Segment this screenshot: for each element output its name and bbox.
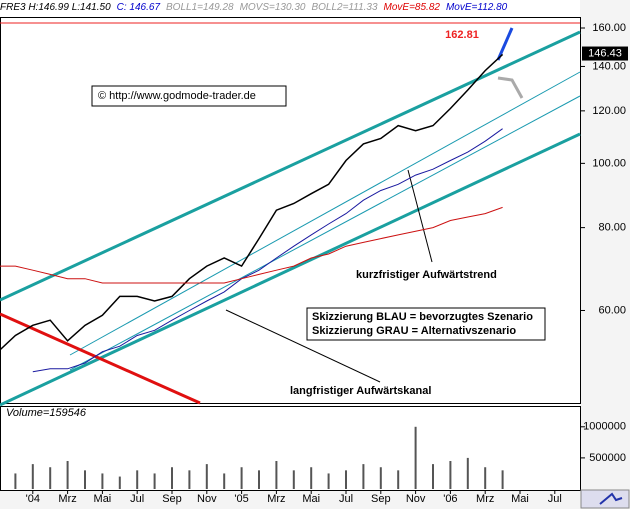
volume-bar (379, 467, 382, 489)
volume-bar (466, 457, 469, 489)
x-tick-label: Jul (130, 493, 144, 505)
volume-bar (345, 470, 347, 489)
volume-bar (101, 473, 104, 489)
last-price-label: 146.43 (588, 47, 622, 59)
annotation: kurzfristiger Aufwärtstrend (356, 269, 497, 281)
x-tick-label: Mrz (476, 493, 494, 505)
volume-bar (223, 473, 226, 489)
x-tick-label: Sep (162, 493, 182, 505)
x-tick-label: Nov (197, 493, 217, 505)
price-line (0, 206, 503, 284)
volume-bar (14, 473, 17, 489)
y-tick-label: 160.00 (592, 22, 626, 34)
channel-lines (0, 27, 581, 407)
x-tick-label: '05 (234, 493, 248, 505)
price-line (32, 128, 503, 373)
annotation: Skizzierung BLAU = bevorzugtes Szenario (312, 311, 533, 323)
volume-bar (432, 464, 434, 489)
x-tick-label: '06 (443, 493, 457, 505)
volume-bar (49, 467, 52, 489)
volume-bar (292, 470, 295, 489)
x-tick-label: Mrz (267, 493, 285, 505)
annotation: langfristiger Aufwärtskanal (290, 385, 431, 397)
header: FRE3 H:146.99 L:141.50 C: 146.67 BOLL1=149… (0, 0, 580, 16)
y-tick-label: 100.00 (592, 157, 626, 169)
y-tick-label: 500000 (589, 452, 626, 464)
x-tick-label: Sep (371, 493, 391, 505)
reference-label: 162.81 (445, 29, 479, 41)
y-tick-label: 120.00 (592, 105, 626, 117)
header-item: MovE=112.80 (445, 2, 508, 13)
volume-bar (501, 470, 504, 489)
header-item: MovE=85.82 (383, 2, 440, 13)
volume-bar (258, 470, 260, 489)
volume-bar (240, 467, 243, 489)
volume-bar (484, 467, 487, 489)
header-item: MOVS=130.30 (239, 2, 306, 13)
volume-bar (136, 470, 139, 489)
x-tick-label: Mai (94, 493, 112, 505)
volume-bar (84, 470, 86, 489)
volume-bar (449, 461, 452, 489)
volume-bar (66, 461, 69, 489)
volume-bar (205, 464, 208, 489)
volume-bar (275, 461, 278, 489)
x-tick-label: Nov (406, 493, 426, 505)
header-item: BOLL1=149.28 (166, 2, 234, 13)
price-line (0, 53, 504, 351)
x-tick-label: Jul (339, 493, 353, 505)
legend-box (306, 307, 546, 341)
volume-bar (188, 470, 191, 489)
x-tick-label: Mai (511, 493, 529, 505)
x-tick-label: Jul (548, 493, 562, 505)
volume-bar (414, 426, 417, 489)
copyright-box (91, 85, 287, 107)
volume-bar (310, 467, 313, 489)
volume-bar (153, 473, 156, 489)
volume-bar (362, 464, 365, 489)
x-tick-label: Mrz (58, 493, 76, 505)
volume-title: Volume=159546 (6, 407, 87, 419)
header-item: FRE3 H:146.99 L:141.50 (0, 2, 111, 13)
x-tick-label: '04 (26, 493, 40, 505)
y-tick-label: 1000000 (583, 421, 626, 433)
annotation: © http://www.godmode-trader.de (98, 90, 256, 102)
volume-bar (118, 476, 121, 489)
volume-bar (171, 467, 173, 489)
y-tick-label: 60.00 (598, 304, 626, 316)
x-tick-label: Mai (302, 493, 320, 505)
annotation: Skizzierung GRAU = Alternativszenario (312, 325, 516, 337)
volume-bar (397, 470, 400, 489)
y-tick-label: 80.00 (598, 222, 626, 234)
last-price-box (582, 46, 628, 61)
header-item: C: 146.67 (116, 2, 161, 13)
volume-bar (31, 464, 34, 489)
y-tick-label: 140.00 (592, 60, 626, 72)
header-item: BOLL2=111.33 (311, 2, 378, 13)
volume-bar (327, 473, 330, 489)
